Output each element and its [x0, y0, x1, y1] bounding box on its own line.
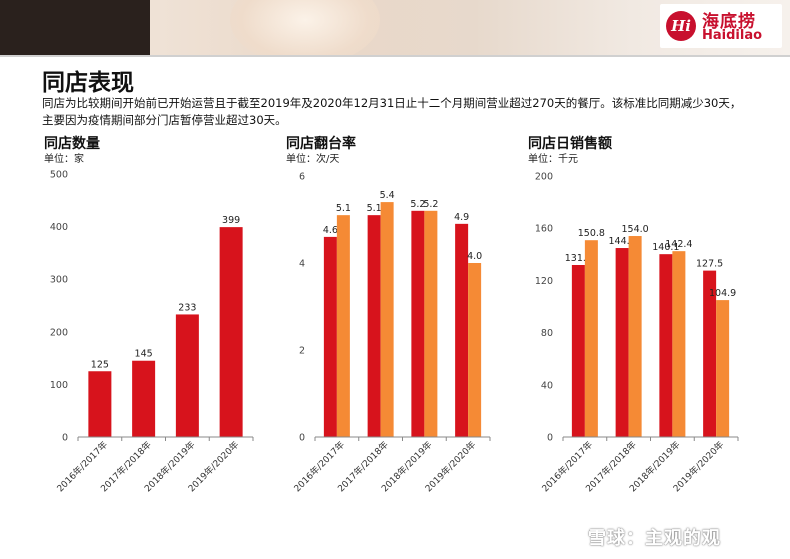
- bar-secondary: [628, 236, 642, 437]
- y-tick-label: 200: [535, 172, 553, 183]
- y-tick-label: 120: [535, 276, 553, 287]
- data-label: 4.6: [323, 225, 338, 236]
- header-banner: Hi 海底捞 Haidilao: [0, 0, 790, 55]
- bar-primary: [571, 265, 585, 437]
- bar-primary: [703, 270, 717, 437]
- chart-title-store-count: 同店数量: [44, 136, 100, 152]
- data-label: 125: [91, 359, 109, 370]
- y-tick-label: 4: [299, 259, 305, 270]
- bar-primary: [132, 360, 156, 437]
- brand-logo: Hi 海底捞 Haidilao: [660, 4, 782, 48]
- data-label: 154.0: [622, 224, 649, 235]
- header-divider: [0, 55, 790, 57]
- chart-unit-daily-sales: 单位：千元: [528, 154, 578, 165]
- bar-secondary: [424, 210, 438, 437]
- data-label: 233: [178, 302, 196, 313]
- data-label: 145: [135, 349, 153, 360]
- y-tick-label: 500: [50, 170, 68, 181]
- data-label: 5.1: [367, 203, 382, 214]
- brand-name-en: Haidilao: [702, 28, 763, 43]
- chart-title-daily-sales: 同店日销售额: [528, 136, 612, 152]
- data-label: 104.9: [709, 288, 736, 299]
- banner-dark-area: [0, 0, 150, 55]
- y-tick-label: 0: [62, 433, 68, 444]
- y-tick-label: 40: [541, 380, 553, 391]
- data-label: 150.8: [578, 228, 605, 239]
- bar-primary: [615, 248, 629, 437]
- bar-primary: [323, 236, 337, 437]
- data-label: 5.2: [423, 199, 438, 210]
- y-tick-label: 6: [299, 172, 305, 183]
- y-tick-label: 100: [50, 380, 68, 391]
- y-tick-label: 80: [541, 328, 553, 339]
- bar-primary: [455, 223, 469, 437]
- data-label: 5.4: [380, 190, 395, 201]
- data-label: 4.9: [454, 212, 469, 223]
- bar-secondary: [716, 300, 730, 437]
- description-line: 同店为比较期间开始前已开始运营且于截至2019年及2020年12月31日止十二个…: [42, 96, 742, 110]
- bar-primary: [219, 227, 243, 437]
- brand-logo-icon: Hi: [666, 11, 696, 41]
- bar-secondary: [380, 202, 394, 437]
- bar-primary: [88, 371, 112, 437]
- data-label: 127.5: [696, 259, 723, 270]
- y-tick-label: 400: [50, 222, 68, 233]
- page-title: 同店表现: [42, 70, 134, 96]
- bar-secondary: [468, 263, 482, 437]
- data-label: 140.1: [652, 242, 679, 253]
- bar-secondary: [672, 251, 686, 437]
- bar-primary: [411, 210, 425, 437]
- data-label: 142.4: [665, 239, 692, 250]
- chart-title-turnover-rate: 同店翻台率: [286, 136, 356, 152]
- data-label: 144.8: [609, 236, 636, 247]
- y-tick-label: 0: [547, 433, 553, 444]
- banner-photo-highlight: [230, 0, 380, 55]
- data-label: 399: [222, 215, 240, 226]
- data-label: 5.2: [410, 199, 425, 210]
- y-tick-label: 300: [50, 275, 68, 286]
- page-description: 同店为比较期间开始前已开始运营且于截至2019年及2020年12月31日止十二个…: [42, 95, 782, 129]
- y-tick-label: 0: [299, 433, 305, 444]
- y-tick-label: 160: [535, 224, 553, 235]
- chart-unit-turnover-rate: 单位：次/天: [286, 154, 340, 165]
- data-label: 5.1: [336, 203, 351, 214]
- chart-unit-store-count: 单位：家: [44, 154, 84, 165]
- data-label: 4.0: [467, 251, 482, 262]
- bar-primary: [659, 254, 673, 437]
- watermark: 雪球：主观的观: [588, 528, 721, 549]
- brand-name-cn: 海底捞: [702, 12, 756, 32]
- bar-secondary: [336, 215, 350, 437]
- bar-primary: [175, 314, 199, 437]
- description-line: 主要因为疫情期间部分门店暂停营业超过30天。: [42, 113, 287, 127]
- y-tick-label: 200: [50, 327, 68, 338]
- data-label: 131.8: [565, 253, 592, 264]
- bar-primary: [367, 215, 381, 437]
- y-tick-label: 2: [299, 346, 305, 357]
- bar-secondary: [584, 240, 598, 437]
